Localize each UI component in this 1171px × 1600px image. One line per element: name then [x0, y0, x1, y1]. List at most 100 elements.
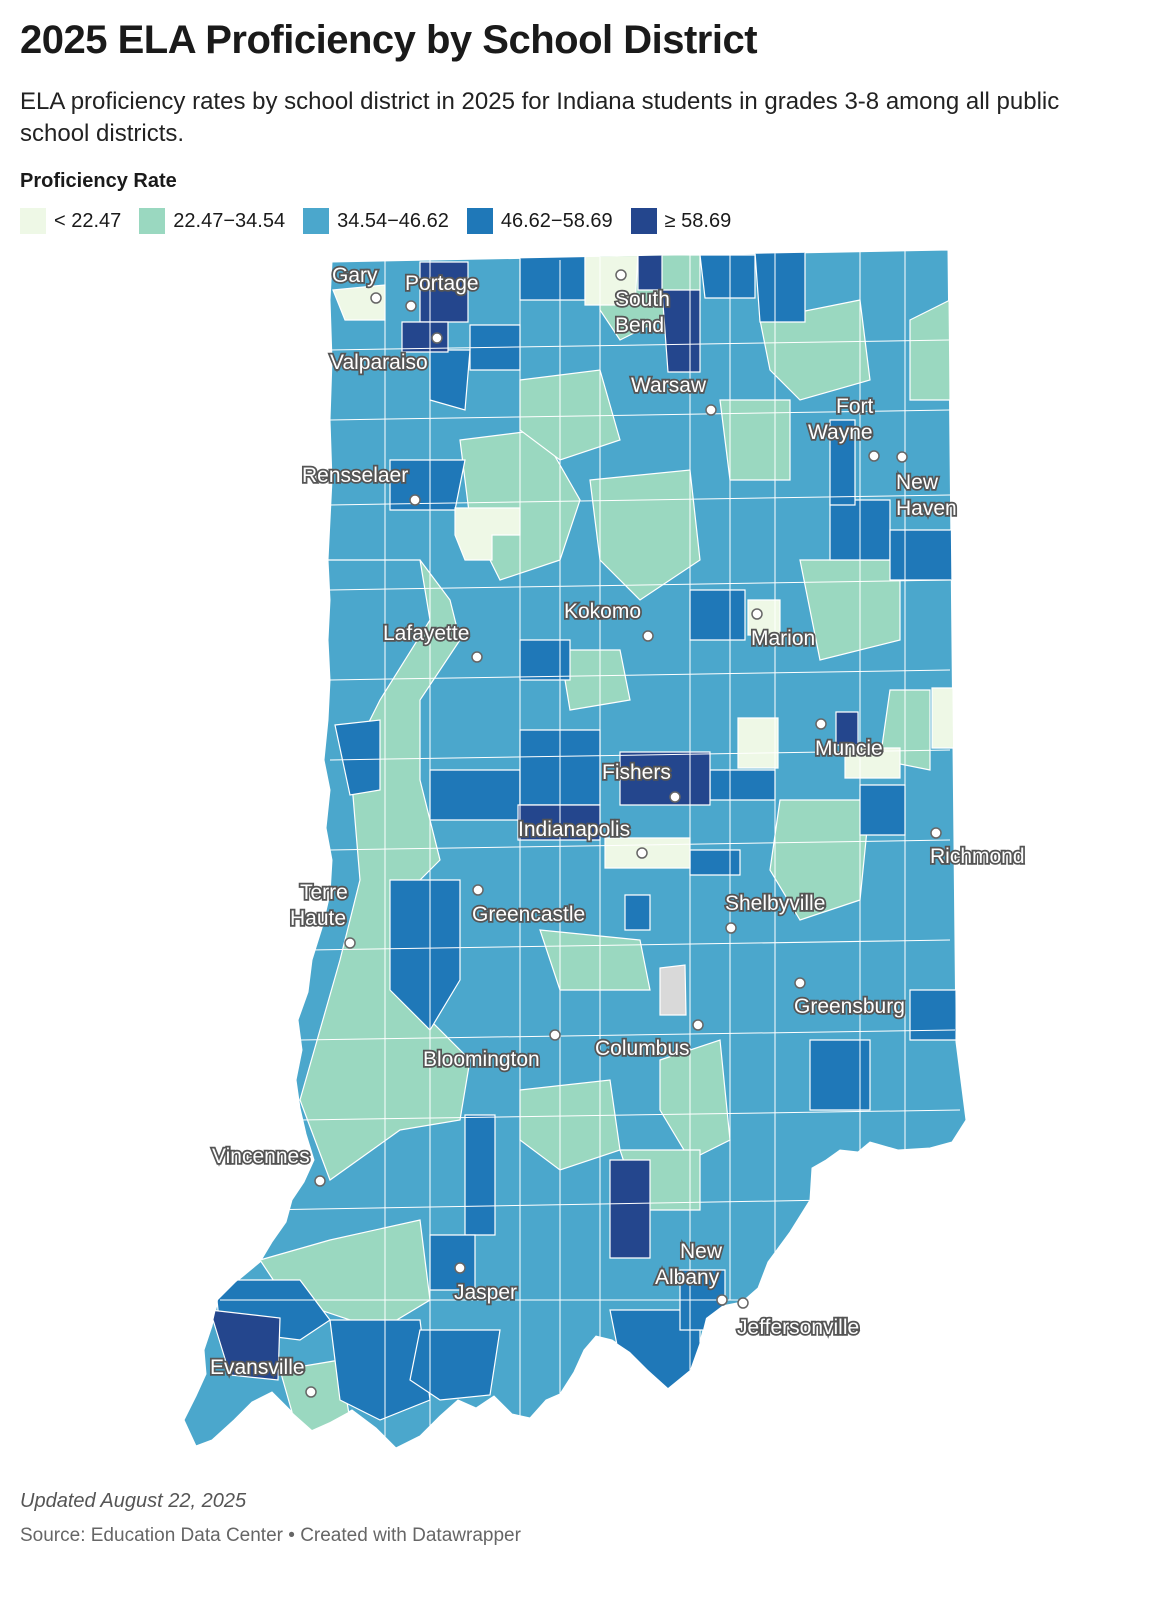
city-label-greencastle: Greencastle: [472, 903, 585, 926]
district-region: [909, 989, 957, 1041]
city-label-warsaw: Warsaw: [631, 374, 707, 397]
district-region: [719, 399, 791, 481]
city-label-terre-haute: Terre Haute: [290, 881, 348, 930]
city-warsaw: Warsaw: [629, 372, 717, 416]
city-marker-valparaiso: [431, 332, 443, 344]
city-marker-lafayette: [471, 651, 483, 663]
chart-subtitle: ELA proficiency rates by school district…: [20, 88, 1060, 147]
city-vincennes: Vincennes: [210, 1143, 326, 1187]
legend-swatch: [139, 208, 166, 234]
legend-swatch: [20, 208, 46, 234]
legend-label: ≥ 58.69: [664, 209, 732, 232]
city-kokomo: Kokomo: [562, 598, 654, 642]
city-label-kokomo: Kokomo: [564, 600, 641, 623]
legend-swatch: [630, 208, 657, 234]
legend-label: 22.47−34.54: [173, 209, 286, 232]
district-layer: [209, 250, 961, 1441]
city-marker-terre-haute: [344, 937, 356, 949]
city-shelbyville: Shelbyville: [723, 890, 827, 934]
legend-label: < 22.47: [54, 209, 122, 232]
district-region: [759, 299, 871, 401]
city-marker-fort-wayne: [868, 450, 880, 462]
city-marker-greensburg: [794, 977, 806, 989]
city-south-bend: South Bend: [613, 269, 672, 339]
city-label-new-albany-line-2: Albany: [655, 1266, 720, 1289]
city-marker-indianapolis: [636, 847, 648, 859]
city-new-albany: New Albany: [653, 1238, 728, 1306]
district-region: [624, 894, 651, 931]
city-label-fort-wayne: Fort Wayne: [808, 395, 874, 444]
city-label-vincennes: Vincennes: [212, 1145, 310, 1168]
city-label-new-albany: New Albany: [655, 1240, 723, 1289]
district-region: [737, 717, 779, 769]
city-marker-vincennes: [314, 1175, 326, 1187]
chart-title: 2025 ELA Proficiency by School District: [20, 18, 758, 62]
city-label-columbus: Columbus: [595, 1037, 690, 1060]
city-label-shelbyville: Shelbyville: [725, 892, 825, 915]
legend-title: Proficiency Rate: [20, 170, 177, 192]
city-marker-portage: [405, 300, 417, 312]
city-label-rensselaer: Rensselaer: [302, 464, 408, 487]
city-columbus: Columbus: [593, 1019, 704, 1062]
city-label-evansville: Evansville: [210, 1356, 305, 1379]
city-evansville: Evansville: [208, 1354, 317, 1398]
district-region: [699, 254, 756, 299]
city-label-new-haven-line-1: New: [896, 471, 939, 494]
district-region: [589, 469, 701, 601]
district-region: [689, 849, 741, 876]
city-marker-new-haven: [896, 451, 908, 463]
district-region: [619, 751, 711, 806]
district-region: [429, 769, 521, 821]
district-boundaries: [220, 250, 961, 1440]
city-portage: Portage: [403, 270, 480, 312]
legend-item-bin-3: 34.54−46.62: [303, 208, 449, 234]
district-region: [609, 1159, 651, 1259]
district-region: [659, 1039, 731, 1161]
city-gary: Gary: [330, 262, 382, 304]
city-lafayette: Lafayette: [381, 620, 483, 663]
city-marker-south-bend: [615, 269, 627, 281]
source-credit: Source: Education Data Center • Created …: [20, 1525, 521, 1546]
city-marker-bloomington: [549, 1029, 561, 1041]
city-rensselaer: Rensselaer: [300, 462, 421, 506]
city-label-fishers: Fishers: [602, 761, 671, 784]
district-region: [709, 769, 776, 801]
city-label-gary: Gary: [332, 264, 378, 287]
city-fishers: Fishers: [600, 759, 681, 803]
district-region: [889, 529, 956, 581]
city-label-lafayette: Lafayette: [383, 622, 469, 645]
district-region: [519, 251, 586, 301]
indiana-district-map: Gary Portage South Bend Valparaiso Warsaw…: [183, 249, 1026, 1449]
district-region: [835, 711, 859, 746]
legend-swatch: [466, 208, 493, 234]
city-label-south-bend: South Bend: [615, 288, 670, 337]
city-label-new-haven: New Haven: [896, 471, 957, 520]
legend-label: 46.62−58.69: [500, 209, 613, 232]
district-region: [931, 687, 956, 749]
city-jeffersonville: Jeffersonville: [735, 1297, 861, 1341]
city-label-terre-haute-line-2: Haute: [290, 907, 346, 930]
city-label-jeffersonville: Jeffersonville: [737, 1316, 859, 1339]
city-label-muncie: Muncie: [815, 737, 883, 760]
city-marker-marion: [751, 608, 763, 620]
city-label-new-haven-line-2: Haven: [896, 497, 957, 520]
legend: < 22.47 22.47−34.54 34.54−46.62 46.62−58…: [20, 208, 749, 234]
city-greensburg: Greensburg: [792, 977, 907, 1020]
district-region: [429, 349, 471, 411]
city-muncie: Muncie: [813, 718, 884, 762]
city-label-jasper: Jasper: [454, 1281, 517, 1304]
city-label-terre-haute-line-1: Terre: [300, 881, 348, 904]
city-marker-new-albany: [716, 1294, 728, 1306]
city-label-richmond: Richmond: [930, 845, 1025, 868]
city-marker-greencastle: [472, 884, 484, 896]
district-region: [401, 321, 449, 353]
updated-date: Updated August 22, 2025: [20, 1490, 247, 1512]
legend-item-bin-2: 22.47−34.54: [139, 208, 285, 234]
city-label-indianapolis: Indianapolis: [518, 818, 630, 841]
city-label-portage: Portage: [405, 272, 479, 295]
city-valparaiso: Valparaiso: [328, 332, 443, 376]
district-region: [209, 1309, 281, 1381]
city-terre-haute: Terre Haute: [288, 879, 356, 949]
city-label-bloomington: Bloomington: [423, 1048, 540, 1071]
city-label-south-bend-line-1: South: [615, 288, 670, 311]
